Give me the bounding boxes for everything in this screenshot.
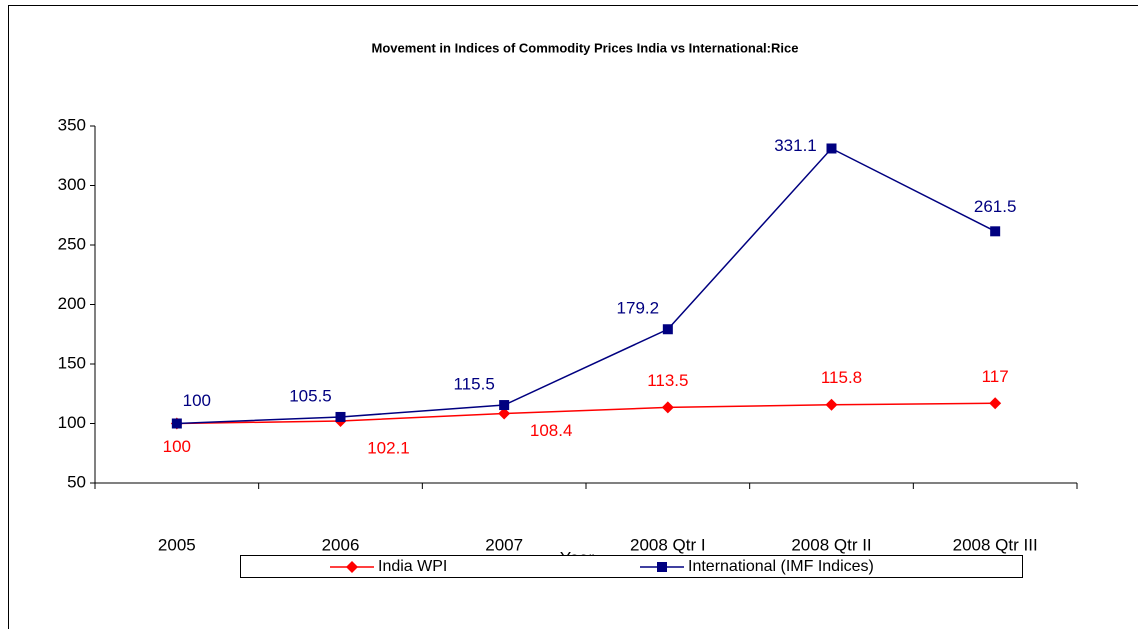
data-label: 102.1	[367, 438, 410, 457]
marker	[662, 324, 673, 335]
marker	[825, 398, 838, 411]
chart-title: Movement in Indices of Commodity Prices …	[372, 40, 799, 55]
x-tick-label: 2008 Qtr I	[630, 535, 706, 554]
data-label: 261.5	[974, 197, 1017, 216]
x-tick-label: 2008 Qtr II	[791, 535, 871, 554]
data-label: 115.8	[821, 368, 862, 387]
data-label: 115.5	[454, 375, 495, 394]
marker	[498, 407, 511, 420]
x-tick-label: 2006	[322, 535, 360, 554]
legend-box	[240, 555, 1023, 578]
marker	[661, 401, 674, 414]
marker	[346, 561, 358, 573]
legend-label: India WPI	[378, 558, 447, 575]
marker	[499, 400, 510, 411]
y-tick-label: 50	[67, 472, 86, 491]
marker	[990, 226, 1001, 237]
marker	[657, 562, 667, 572]
series-line	[176, 402, 996, 425]
y-tick-label: 100	[58, 413, 86, 432]
marker	[335, 411, 346, 422]
y-tick-label: 200	[58, 294, 86, 313]
y-tick-label: 300	[58, 175, 86, 194]
data-label: 100	[163, 437, 191, 456]
data-label: 179.2	[617, 299, 660, 318]
data-label: 105.5	[289, 386, 332, 405]
x-tick-label: 2008 Qtr III	[953, 535, 1038, 554]
x-tick-label: 2005	[158, 535, 196, 554]
x-tick-label: 2007	[485, 535, 523, 554]
data-label: 100	[183, 391, 211, 410]
data-label: 108.4	[530, 421, 573, 440]
y-tick-label: 150	[58, 353, 86, 372]
data-label: 331.1	[774, 136, 817, 155]
y-tick-label: 350	[58, 115, 86, 134]
marker	[171, 418, 182, 429]
data-label: 113.5	[647, 371, 688, 390]
legend-label: International (IMF Indices)	[688, 558, 874, 575]
data-label: 117	[982, 367, 1009, 386]
chart-frame	[8, 5, 1138, 629]
series-line	[176, 147, 996, 425]
marker	[826, 143, 837, 154]
marker	[989, 397, 1002, 410]
y-tick-label: 250	[58, 234, 86, 253]
